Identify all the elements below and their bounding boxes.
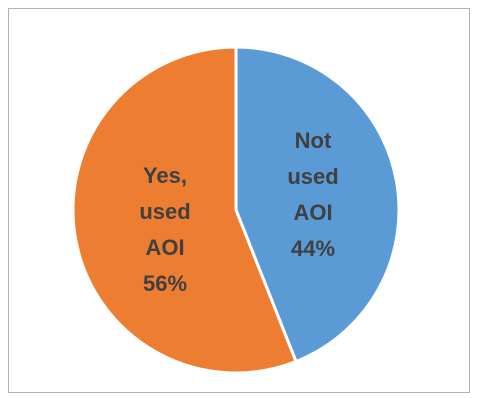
slice-label-line: used xyxy=(287,164,338,189)
slice-label-line: AOI xyxy=(293,200,332,225)
slice-label-line: used xyxy=(139,199,190,224)
slice-label-line: Yes, xyxy=(143,163,187,188)
labels-layer: Not used AOI 44% Yes, used AOI 56% xyxy=(139,128,338,296)
pie-slice-1 xyxy=(234,45,401,364)
slices-layer xyxy=(71,45,401,375)
pie-slice-2 xyxy=(71,45,298,375)
slice-label-line: 56% xyxy=(143,271,187,296)
slice-label-1: Not used AOI 44% xyxy=(287,128,338,261)
slice-label-2: Yes, used AOI 56% xyxy=(139,163,190,296)
slice-label-line: 44% xyxy=(291,236,335,261)
slice-label-line: Not xyxy=(295,128,332,153)
slice-label-line: AOI xyxy=(145,235,184,260)
